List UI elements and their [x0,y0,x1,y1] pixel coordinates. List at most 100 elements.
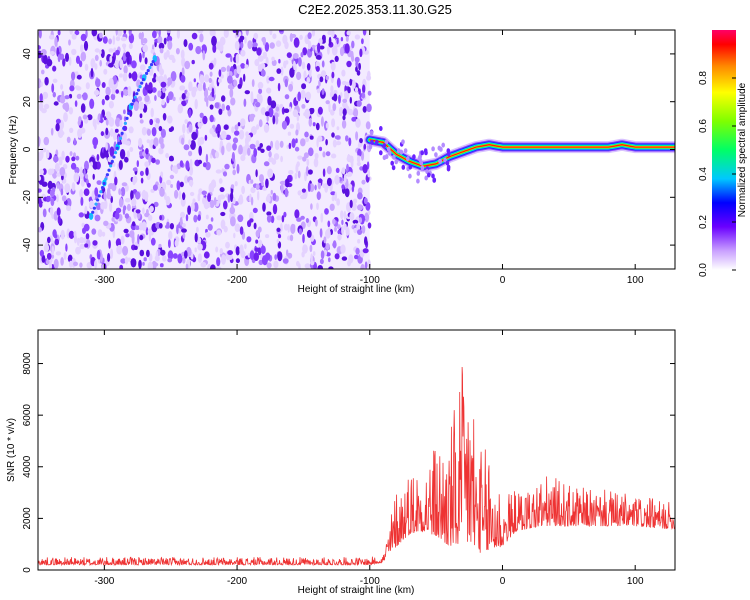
head-echo-speckle [387,150,392,156]
meteor-trace-segment [112,155,116,159]
noise-speckle [363,143,367,150]
noise-speckle [174,239,179,247]
noise-speckle [357,239,361,244]
noise-speckle [268,107,274,118]
noise-speckle [266,145,272,151]
noise-speckle [69,151,73,157]
noise-speckle [347,154,351,162]
noise-speckle [261,37,266,43]
noise-speckle [56,182,60,190]
noise-speckle [135,191,141,200]
noise-speckle [189,191,195,197]
noise-speckle [347,108,353,116]
noise-speckle [122,89,129,96]
noise-speckle [328,257,331,263]
noise-speckle [49,206,54,216]
noise-speckle [220,130,227,140]
noise-speckle [214,102,220,109]
noise-speckle [80,51,87,62]
noise-speckle [89,98,95,110]
noise-speckle [354,254,359,260]
meteor-trace-segment [115,146,119,150]
head-echo-speckle [446,164,451,170]
noise-speckle [320,250,325,260]
noise-speckle [97,229,103,238]
noise-speckle [80,44,84,53]
noise-speckle [237,214,244,223]
noise-speckle [272,192,277,201]
noise-speckle [259,174,264,183]
head-echo-speckle [390,160,395,166]
noise-speckle [268,151,272,158]
noise-speckle [311,107,315,114]
noise-speckle [207,193,212,202]
noise-speckle [237,83,242,89]
noise-speckle [354,87,359,93]
head-echo-speckle [445,160,450,166]
noise-speckle [340,37,344,42]
noise-speckle [197,253,202,263]
head-echo-speckle [439,146,443,152]
noise-speckle [347,86,351,94]
noise-speckle [101,82,106,88]
head-echo-speckle [432,177,437,183]
noise-speckle [220,74,224,79]
noise-speckle [78,237,85,244]
noise-speckle [139,64,146,71]
noise-speckle [325,229,331,239]
noise-speckle [362,84,366,94]
noise-speckle [101,231,106,237]
noise-speckle [55,118,61,124]
noise-speckle [253,222,257,230]
y-tick-label: 8000 [22,352,33,375]
noise-speckle [80,33,87,42]
noise-speckle [300,89,306,99]
noise-speckle [328,266,334,269]
noise-speckle [237,122,241,127]
noise-speckle [99,252,103,263]
noise-speckle [334,226,337,232]
noise-speckle [247,134,251,142]
noise-speckle [128,126,134,134]
noise-speckle [109,55,113,63]
noise-speckle [63,252,67,261]
noise-speckle [181,56,186,68]
noise-speckle [343,223,347,231]
noise-speckle [275,40,282,47]
noise-speckle [142,261,145,266]
noise-speckle [177,103,184,114]
noise-speckle [345,226,350,236]
noise-speckle [160,171,164,178]
noise-speckle [253,252,259,261]
noise-speckle [69,85,75,92]
snr-series [38,366,675,567]
noise-speckle [141,191,145,197]
noise-speckle [300,52,304,58]
noise-speckle [348,137,352,147]
noise-speckle [234,223,241,232]
noise-speckle [319,228,323,238]
noise-speckle [308,147,314,157]
meteor-trace-segment [130,102,134,106]
noise-speckle [250,91,254,102]
noise-speckle [172,253,178,259]
noise-speckle [209,30,214,36]
noise-speckle [216,229,222,236]
noise-speckle [360,263,365,269]
noise-speckle [114,128,119,133]
noise-speckle [338,94,341,104]
head-echo-speckle [431,173,435,179]
noise-speckle [89,200,95,209]
colorbar-tick-label: 0.0 [698,263,709,277]
noise-speckle [181,228,187,233]
noise-speckle [124,156,129,163]
noise-speckle [42,91,49,100]
noise-speckle [125,184,129,192]
spectrogram-y-axis-label: Frequency (Hz) [8,116,19,185]
noise-speckle [117,30,122,37]
head-echo-speckle [420,165,425,171]
noise-speckle [55,251,62,256]
noise-speckle [302,47,308,56]
noise-speckle [142,207,145,215]
